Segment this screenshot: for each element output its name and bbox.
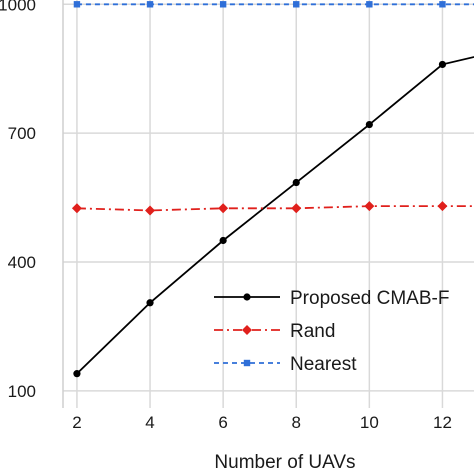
legend-item: Nearest bbox=[214, 354, 357, 375]
data-point bbox=[242, 325, 252, 335]
data-point bbox=[243, 359, 251, 367]
data-point bbox=[438, 60, 447, 69]
x-tick-label: 2 bbox=[72, 413, 81, 432]
data-point bbox=[145, 205, 156, 216]
legend-label: Nearest bbox=[290, 354, 357, 375]
legend-item: Proposed CMAB-F bbox=[214, 288, 449, 309]
data-point bbox=[219, 236, 227, 245]
data-point bbox=[437, 201, 448, 212]
plot-area bbox=[71, 1, 474, 378]
y-tick-label: 100 bbox=[8, 382, 36, 401]
y-tick-label: 700 bbox=[8, 124, 36, 143]
data-point bbox=[366, 1, 373, 8]
y-tick-label: 1000 bbox=[0, 0, 36, 14]
data-point bbox=[439, 1, 446, 8]
x-tick-label: 12 bbox=[433, 413, 452, 432]
data-point bbox=[146, 1, 154, 8]
data-point bbox=[291, 203, 302, 214]
series-rand bbox=[71, 201, 474, 216]
data-point bbox=[218, 203, 229, 214]
x-tick-label: 6 bbox=[218, 413, 227, 432]
x-tick-label: 4 bbox=[145, 413, 154, 432]
legend: Proposed CMAB-F Rand Nearest bbox=[214, 288, 449, 375]
series-nearest bbox=[73, 1, 474, 8]
data-point bbox=[365, 120, 373, 129]
data-point bbox=[146, 299, 154, 307]
legend-label: Proposed CMAB-F bbox=[290, 288, 449, 309]
tick-labels: 100 400 700 1000 2 4 6 8 10 12 bbox=[0, 0, 452, 432]
x-tick-label: 8 bbox=[292, 413, 301, 432]
data-point bbox=[71, 203, 82, 214]
series-line bbox=[76, 205, 474, 212]
data-point bbox=[292, 178, 300, 187]
y-tick-label: 400 bbox=[8, 253, 36, 272]
data-point bbox=[219, 1, 227, 8]
legend-label: Rand bbox=[290, 321, 335, 342]
x-axis-title: Number of UAVs bbox=[214, 452, 355, 473]
legend-item: Rand bbox=[214, 321, 335, 342]
data-point bbox=[73, 370, 81, 378]
data-point bbox=[243, 293, 251, 301]
series-proposed-cmab-f bbox=[73, 56, 474, 378]
data-point bbox=[73, 1, 81, 8]
x-tick-label: 10 bbox=[360, 413, 379, 432]
data-point bbox=[293, 1, 300, 8]
data-point bbox=[364, 201, 375, 212]
